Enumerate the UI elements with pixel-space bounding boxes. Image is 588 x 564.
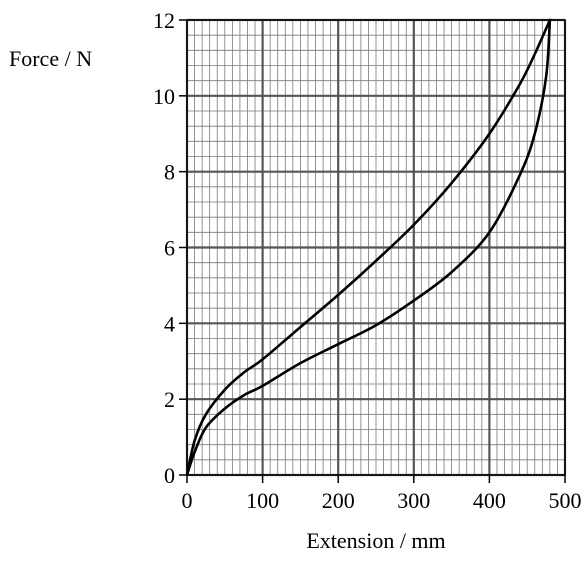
series-group (185, 18, 552, 477)
y-tick-label: 0 (164, 463, 175, 488)
x-tick-label: 500 (549, 488, 582, 513)
x-tick-label: 200 (322, 488, 355, 513)
y-axis-title: Force / N (9, 46, 92, 71)
x-axis-title: Extension / mm (306, 528, 445, 553)
tick-labels: 0 100 200 300 400 500 0 2 4 6 8 10 12 (153, 8, 582, 513)
y-tick-label: 4 (164, 311, 175, 336)
x-tick-label: 300 (397, 488, 430, 513)
axis-ticks (179, 19, 566, 483)
x-tick-label: 100 (246, 488, 279, 513)
y-tick-label: 12 (153, 8, 175, 33)
x-tick-label: 0 (182, 488, 193, 513)
y-tick-label: 10 (153, 84, 175, 109)
x-tick-label: 400 (473, 488, 506, 513)
y-tick-label: 8 (164, 160, 175, 185)
y-tick-label: 2 (164, 387, 175, 412)
series-line-upper (185, 18, 552, 477)
series-line-lower (185, 18, 552, 477)
y-tick-label: 6 (164, 236, 175, 261)
